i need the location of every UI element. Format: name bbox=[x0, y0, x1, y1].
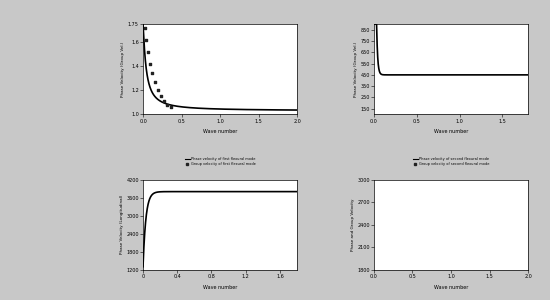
Y-axis label: Phase and Group Velocity: Phase and Group Velocity bbox=[350, 199, 355, 251]
Point bbox=[143, 49, 152, 54]
Point bbox=[146, 61, 155, 66]
Legend: Phase velocity of second flexural mode, Group velocity of second flexural mode: Phase velocity of second flexural mode, … bbox=[412, 157, 490, 166]
Point bbox=[156, 94, 165, 99]
Point bbox=[148, 71, 157, 76]
Legend: Phase velocity of first flexural mode, Group velocity of first flexural mode: Phase velocity of first flexural mode, G… bbox=[184, 157, 256, 166]
Point bbox=[166, 105, 175, 110]
X-axis label: Wave number: Wave number bbox=[203, 285, 237, 290]
Y-axis label: Phase Velocity (Group Vel.): Phase Velocity (Group Vel.) bbox=[354, 41, 358, 97]
Point bbox=[150, 80, 159, 84]
X-axis label: Wave number: Wave number bbox=[434, 285, 468, 290]
Point bbox=[153, 88, 162, 93]
Point bbox=[160, 99, 168, 103]
X-axis label: Wave number: Wave number bbox=[203, 129, 237, 134]
Y-axis label: Phase Velocity (Group Vel.): Phase Velocity (Group Vel.) bbox=[121, 41, 125, 97]
X-axis label: Wave number: Wave number bbox=[434, 129, 468, 134]
Point bbox=[142, 37, 151, 42]
Point bbox=[162, 102, 171, 107]
Y-axis label: Phase Velocity (Longitudinal): Phase Velocity (Longitudinal) bbox=[119, 195, 124, 254]
Point bbox=[140, 25, 149, 30]
